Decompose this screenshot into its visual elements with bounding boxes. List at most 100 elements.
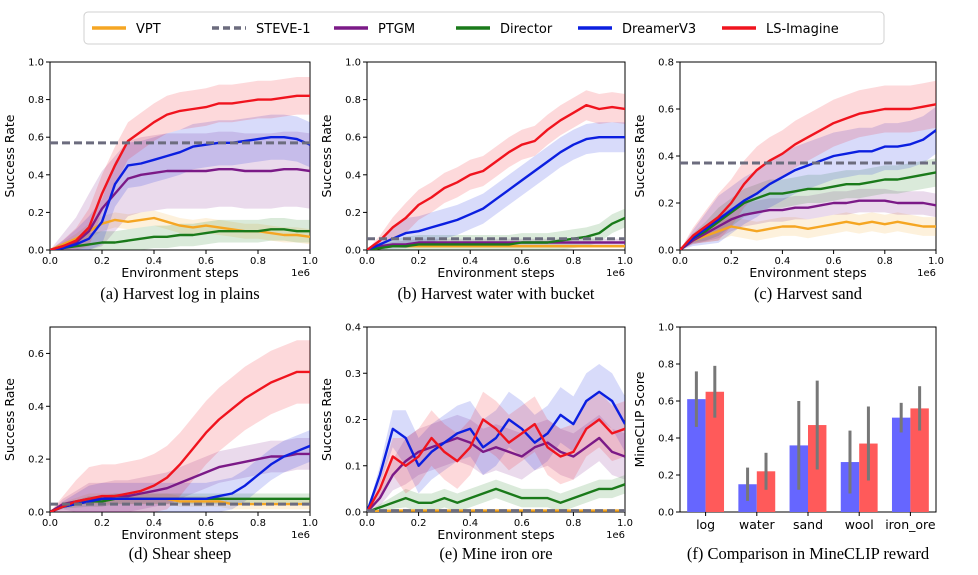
x-tick-label: 0.8	[565, 256, 581, 267]
x-category-label: wool	[845, 517, 874, 532]
series-line-vpt	[680, 220, 936, 250]
y-tick-label: 0.6	[28, 133, 44, 144]
y-tick-label: 0.4	[345, 323, 361, 334]
y-axis-label: Success Rate	[632, 114, 647, 197]
series-line-ls-imagine	[367, 418, 625, 512]
x-tick-label: 0.8	[250, 256, 266, 267]
x-tick-label: 0.4	[146, 518, 162, 529]
legend-entry: VPT	[92, 22, 161, 37]
series-group	[367, 90, 625, 250]
x-tick-label: 0.0	[359, 256, 375, 267]
y-tick-label: 0.2	[658, 471, 674, 482]
y-axis-label: Success Rate	[2, 378, 17, 461]
x-tick-label: 0.2	[723, 256, 739, 267]
x-axis-label: Environment steps	[437, 527, 554, 542]
panel-caption: (c) Harvest sand	[754, 284, 863, 303]
chart-panel: 0.0 0.2 0.4 0.6 0.8 Success Rate 0.0 0.2 0.4 0.6 0…	[632, 58, 944, 304]
x-axis-label: Environment steps	[121, 265, 238, 280]
y-tick-label: 0.6	[345, 133, 361, 144]
y-tick-label: 0.0	[658, 508, 674, 519]
x-category-label: log	[696, 517, 715, 532]
series-band-ls-imagine	[50, 340, 310, 512]
y-tick-label: 0.6	[658, 397, 674, 408]
bar	[705, 391, 725, 512]
x-tick-label: 0.4	[774, 256, 790, 267]
x-tick-label: 0.8	[877, 256, 893, 267]
legend-label: LS-Imagine	[766, 22, 839, 37]
plot-area	[49, 326, 311, 513]
legend-label: DreamerV3	[622, 22, 696, 37]
series-line-dreamerv3	[50, 444, 310, 512]
series-band-ls-imagine	[367, 90, 625, 250]
x-tick-label: 0.6	[198, 518, 214, 529]
x-tick-label: 1.0	[302, 256, 318, 267]
x-tick-label: 0.4	[146, 256, 162, 267]
y-tick-label: 0.8	[658, 360, 674, 371]
series-line-dreamerv3	[50, 136, 310, 250]
legend-entry: LS-Imagine	[722, 22, 839, 37]
x-tick-label: 0.8	[565, 518, 581, 529]
panel-caption: (f) Comparison in MineCLIP reward	[687, 544, 930, 563]
x-multiplier: 1e6	[291, 268, 310, 279]
series-line-director	[680, 171, 936, 250]
bar	[756, 471, 776, 512]
chart-panel: 0.0 0.2 0.4 0.6 0.8 1.0 MineCLIP Score log water…	[632, 323, 937, 563]
series-line-dreamerv3	[367, 390, 625, 512]
legend-entry: Director	[456, 22, 553, 37]
y-tick-label: 0.3	[345, 369, 361, 380]
series-group	[680, 80, 936, 250]
y-tick-label: 0.8	[345, 95, 361, 106]
legend-label: VPT	[136, 22, 161, 37]
x-tick-label: 1.0	[928, 256, 944, 267]
y-tick-label: 0.2	[28, 455, 44, 466]
y-tick-label: 0.4	[658, 434, 674, 445]
series-group	[50, 340, 310, 512]
series-band-ls-imagine	[367, 391, 625, 512]
x-tick-label: 0.4	[462, 518, 478, 529]
legend-entry: DreamerV3	[578, 22, 696, 37]
legend: VPT STEVE-1 PTGM Director DreamerV3 LS-Imagin…	[83, 11, 885, 45]
panel-caption: (e) Mine iron ore	[439, 544, 552, 563]
plot-area	[366, 61, 626, 251]
legend-entry: PTGM	[334, 22, 415, 37]
x-tick-label: 1.0	[617, 256, 633, 267]
x-tick-label: 0.8	[250, 518, 266, 529]
y-tick-label: 0.4	[28, 402, 44, 413]
legend-label: PTGM	[378, 22, 415, 37]
y-tick-label: 0.4	[658, 152, 674, 163]
x-tick-label: 0.6	[198, 256, 214, 267]
y-tick-label: 0.2	[345, 208, 361, 219]
series-line-ptgm	[367, 436, 625, 512]
legend-label: Director	[500, 22, 553, 37]
chart-panel: 0.0 0.2 0.4 0.6 0.8 1.0 Success Rate 0.0 0.2 0.4 0…	[2, 58, 318, 304]
x-tick-label: 1.0	[302, 518, 318, 529]
y-tick-label: 0.6	[28, 349, 44, 360]
panel-caption: (a) Harvest log in plains	[100, 284, 259, 303]
x-axis-label: Environment steps	[437, 265, 554, 280]
series-line-ptgm	[50, 168, 310, 250]
x-tick-label: 0.0	[42, 256, 58, 267]
series-band-ls-imagine	[680, 80, 936, 250]
panel-caption: (b) Harvest water with bucket	[397, 284, 594, 303]
x-tick-label: 0.0	[672, 256, 688, 267]
series-band-dreamerv3	[367, 122, 625, 250]
series-band-dreamerv3	[50, 430, 310, 512]
x-category-label: iron_ore	[885, 517, 936, 532]
series-line-director	[367, 216, 625, 250]
legend-entry: STEVE-1	[212, 22, 310, 37]
bar	[910, 408, 929, 512]
series-line-ls-imagine	[50, 94, 310, 250]
y-axis-label: Success Rate	[319, 114, 334, 197]
bar	[891, 417, 911, 512]
y-tick-label: 1.0	[658, 323, 674, 334]
series-line-ls-imagine	[50, 370, 310, 512]
plot-area	[49, 61, 311, 251]
x-axis-label: Environment steps	[749, 265, 866, 280]
series-line-ptgm	[680, 199, 936, 250]
y-tick-label: 0.6	[658, 105, 674, 116]
x-tick-label: 0.2	[94, 518, 110, 529]
x-tick-label: 0.2	[411, 256, 427, 267]
y-axis-label: Success Rate	[319, 378, 334, 461]
series-line-director	[367, 483, 625, 512]
